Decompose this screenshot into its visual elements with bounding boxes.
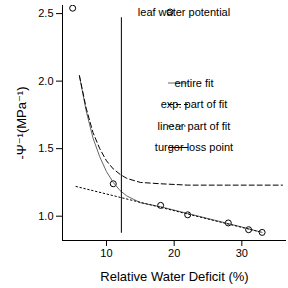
svg-text:entire fit: entire fit — [174, 77, 213, 89]
svg-text:turgor loss point: turgor loss point — [155, 141, 233, 153]
svg-text:10: 10 — [100, 247, 112, 259]
svg-text:exp. part of fit: exp. part of fit — [161, 98, 228, 110]
svg-text:linear part of fit: linear part of fit — [158, 120, 231, 132]
svg-text:2.0: 2.0 — [38, 75, 53, 87]
svg-text:2.5: 2.5 — [38, 7, 53, 19]
svg-text:Relative Water Deficit (%): Relative Water Deficit (%) — [100, 269, 248, 284]
svg-text:-Ψ⁻¹(MPa⁻¹): -Ψ⁻¹(MPa⁻¹) — [14, 87, 29, 160]
svg-text:leaf water potential: leaf water potential — [138, 6, 230, 18]
svg-text:1.5: 1.5 — [38, 142, 53, 154]
svg-text:30: 30 — [236, 247, 248, 259]
svg-text:20: 20 — [168, 247, 180, 259]
svg-text:1.0: 1.0 — [38, 210, 53, 222]
